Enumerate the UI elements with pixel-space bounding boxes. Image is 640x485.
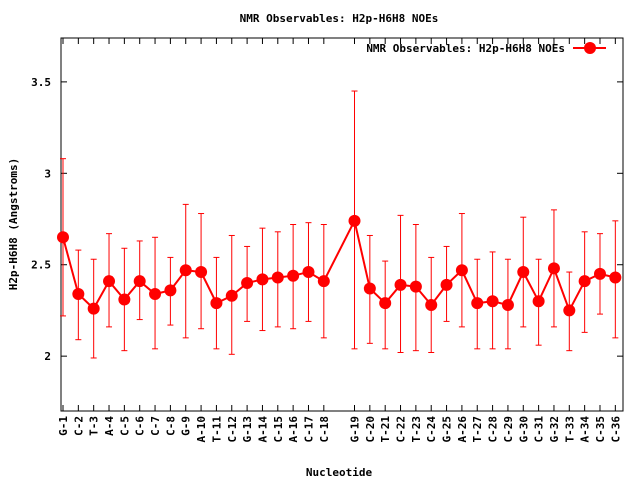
data-point	[149, 287, 162, 300]
data-point	[379, 297, 392, 310]
x-tick-label: C-15	[272, 416, 285, 443]
x-tick-label: G-19	[349, 416, 362, 443]
y-axis-label: H2p-H6H8 (Angstroms)	[7, 158, 20, 290]
x-tick-label: T-33	[563, 416, 576, 443]
data-point	[256, 273, 269, 286]
x-tick-label: G-30	[517, 416, 530, 443]
data-point	[56, 231, 69, 244]
data-point	[241, 277, 254, 290]
x-tick-label: G-1	[57, 416, 70, 436]
x-tick-label: C-18	[318, 416, 331, 443]
data-point	[578, 275, 591, 288]
data-point	[455, 264, 468, 277]
x-tick-label: A-26	[456, 416, 469, 443]
data-point	[425, 298, 438, 311]
x-tick-label: C-2	[72, 416, 85, 436]
x-tick-label: C-29	[502, 416, 515, 443]
data-point	[225, 289, 238, 302]
data-point	[317, 275, 330, 288]
data-point	[210, 297, 223, 310]
x-tick-label: T-3	[88, 416, 101, 436]
x-tick-label: C-6	[134, 416, 147, 436]
data-point	[440, 278, 453, 291]
x-tick-label: C-24	[425, 416, 438, 443]
legend-label: NMR Observables: H2p-H6H8 NOEs	[366, 42, 565, 55]
data-point	[486, 295, 499, 308]
y-tick-label: 3.5	[31, 76, 51, 89]
data-point	[72, 287, 85, 300]
y-tick-label: 3	[44, 167, 51, 180]
data-point	[394, 278, 407, 291]
x-tick-label: C-8	[164, 416, 177, 436]
data-point	[87, 302, 100, 315]
y-tick-label: 2.5	[31, 259, 51, 272]
x-tick-label: C-36	[609, 416, 622, 443]
x-tick-label: T-21	[379, 416, 392, 443]
data-point	[195, 266, 208, 279]
x-tick-label: A-16	[287, 416, 300, 443]
data-point	[271, 271, 284, 284]
data-point	[517, 266, 530, 279]
x-tick-label: T-23	[410, 416, 423, 443]
data-point	[302, 266, 315, 279]
x-tick-label: C-31	[533, 416, 546, 443]
x-axis-label: Nucleotide	[306, 466, 373, 479]
x-tick-label: G-32	[548, 416, 561, 443]
x-tick-label: G-9	[180, 416, 193, 436]
data-point	[179, 264, 192, 277]
x-tick-label: C-7	[149, 416, 162, 436]
chart-title: NMR Observables: H2p-H6H8 NOEs	[240, 12, 439, 25]
series-line	[62, 217, 616, 313]
x-tick-label: G-25	[441, 416, 454, 443]
data-point	[118, 293, 131, 306]
y-tick-label: 2	[44, 350, 51, 363]
data-point	[348, 214, 361, 227]
x-tick-label: C-35	[594, 416, 607, 443]
data-point	[133, 275, 146, 288]
x-tick-label: C-22	[395, 416, 408, 443]
data-point	[103, 275, 116, 288]
x-tick-label: C-17	[302, 416, 315, 443]
data-point	[563, 304, 576, 317]
y-ticks: 2 2.5 3 3.5	[31, 76, 623, 363]
x-tick-label: G-13	[241, 416, 254, 443]
x-ticks: G-1 C-2 T-3 A-4 C-5 C-6 C-7 C-8 G-9 A-10 T-11 C-12 G…	[57, 38, 622, 443]
data-point	[609, 271, 622, 284]
data-point	[164, 284, 177, 297]
x-tick-label: A-4	[103, 416, 116, 436]
legend: NMR Observables: H2p-H6H8 NOEs	[366, 42, 606, 55]
x-tick-label: C-5	[118, 416, 131, 436]
series	[56, 90, 622, 359]
x-tick-label: C-20	[364, 416, 377, 443]
data-point	[287, 269, 300, 282]
data-point	[471, 297, 484, 310]
data-point	[363, 282, 376, 295]
data-point	[547, 262, 560, 275]
x-tick-label: C-12	[226, 416, 239, 443]
x-tick-label: A-34	[579, 416, 592, 443]
x-tick-label: A-10	[195, 416, 208, 443]
plot-frame	[60, 37, 624, 412]
x-tick-label: C-28	[487, 416, 500, 443]
data-point	[593, 267, 606, 280]
x-tick-label: A-14	[256, 416, 269, 443]
x-tick-label: T-27	[471, 416, 484, 443]
data-point	[501, 298, 514, 311]
x-tick-label: T-11	[210, 416, 223, 443]
legend-marker	[584, 42, 596, 54]
data-point	[532, 295, 545, 308]
data-point	[409, 280, 422, 293]
